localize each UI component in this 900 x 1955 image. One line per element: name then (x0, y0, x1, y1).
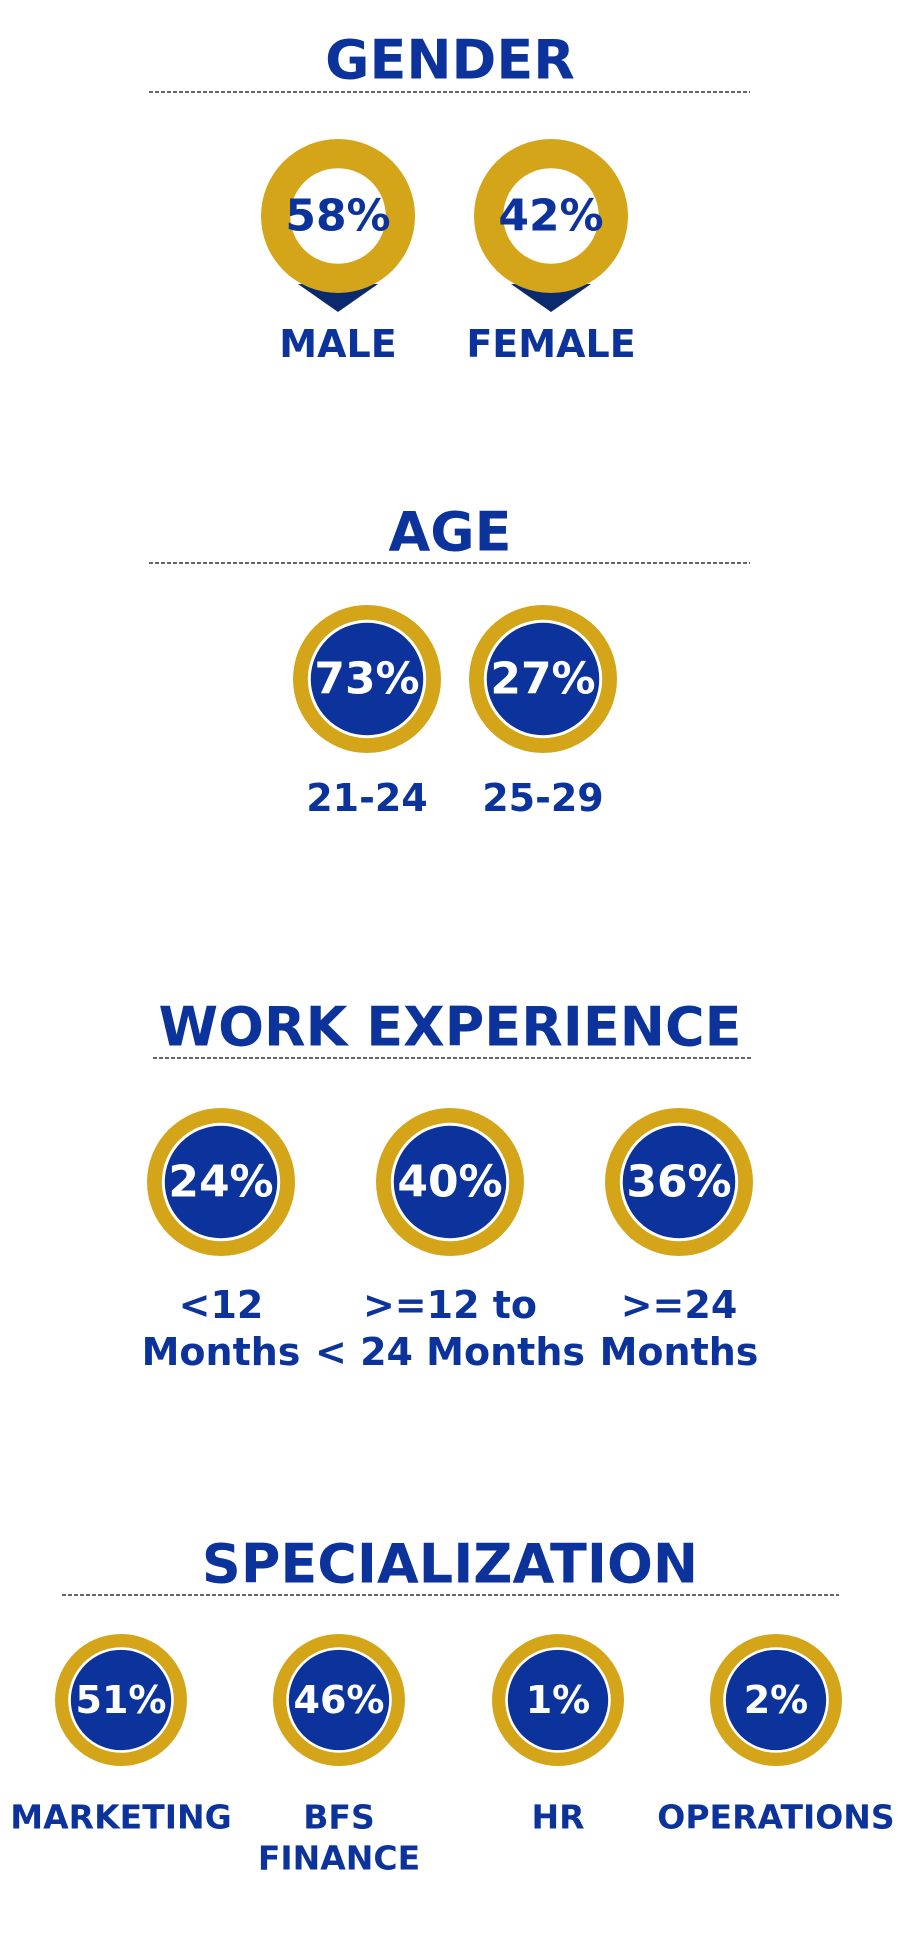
section-title: WORK EXPERIENCE (159, 996, 742, 1059)
section-title: AGE (388, 501, 511, 564)
percent: 40% (397, 1157, 502, 1208)
item-label: 25-29 (482, 776, 604, 820)
inner (486, 622, 600, 736)
item-label: < 24 Months (315, 1330, 585, 1374)
stat-item: 2% OPERATIONS (657, 1634, 895, 1837)
section: AGE 73% 21-24 27% 25-29 (149, 501, 750, 820)
item-label: <12 (179, 1283, 264, 1327)
inner (310, 622, 424, 736)
item-label: 21-24 (306, 776, 428, 820)
pointer (298, 284, 378, 312)
section-title: GENDER (325, 29, 575, 92)
section-title: SPECIALIZATION (202, 1533, 698, 1596)
percent: 51% (76, 1678, 167, 1722)
inner (393, 1125, 507, 1239)
item-label: >=24 (621, 1283, 738, 1327)
item-label: Months (142, 1330, 301, 1374)
stat-item: 1% HR (492, 1634, 624, 1837)
item-label: OPERATIONS (657, 1798, 894, 1837)
percent: 24% (168, 1157, 273, 1208)
stat-item: 40% >=12 to< 24 Months (315, 1108, 585, 1374)
item-label: MALE (279, 322, 396, 366)
inner (622, 1125, 736, 1239)
percent: 42% (498, 191, 603, 242)
section: GENDER 58% MALE 42% FEMALE (149, 29, 750, 366)
stat-item: 42% FEMALE (466, 139, 636, 366)
inner (290, 168, 386, 264)
item-label: HR (531, 1798, 584, 1837)
item-label: Months (600, 1330, 759, 1374)
inner (70, 1649, 172, 1751)
percent: 73% (314, 654, 419, 705)
pointer (511, 284, 591, 312)
percent: 58% (285, 191, 390, 242)
stat-item: 58% MALE (261, 139, 415, 366)
inner (288, 1649, 390, 1751)
inner (507, 1649, 609, 1751)
item-label: FEMALE (466, 322, 635, 366)
stat-item: 73% 21-24 (293, 605, 441, 820)
percent: 2% (744, 1678, 809, 1722)
inner (164, 1125, 278, 1239)
stat-item: 27% 25-29 (469, 605, 617, 820)
item-label: >=12 to (363, 1283, 537, 1327)
inner (503, 168, 599, 264)
percent: 27% (490, 654, 595, 705)
stat-item: 51% MARKETING (10, 1634, 232, 1837)
inner (725, 1649, 827, 1751)
percent: 1% (526, 1678, 591, 1722)
percent: 46% (294, 1678, 385, 1722)
item-label: BFS (303, 1798, 374, 1837)
item-label: MARKETING (10, 1798, 231, 1837)
percent: 36% (626, 1157, 731, 1208)
item-label: FINANCE (258, 1839, 420, 1878)
